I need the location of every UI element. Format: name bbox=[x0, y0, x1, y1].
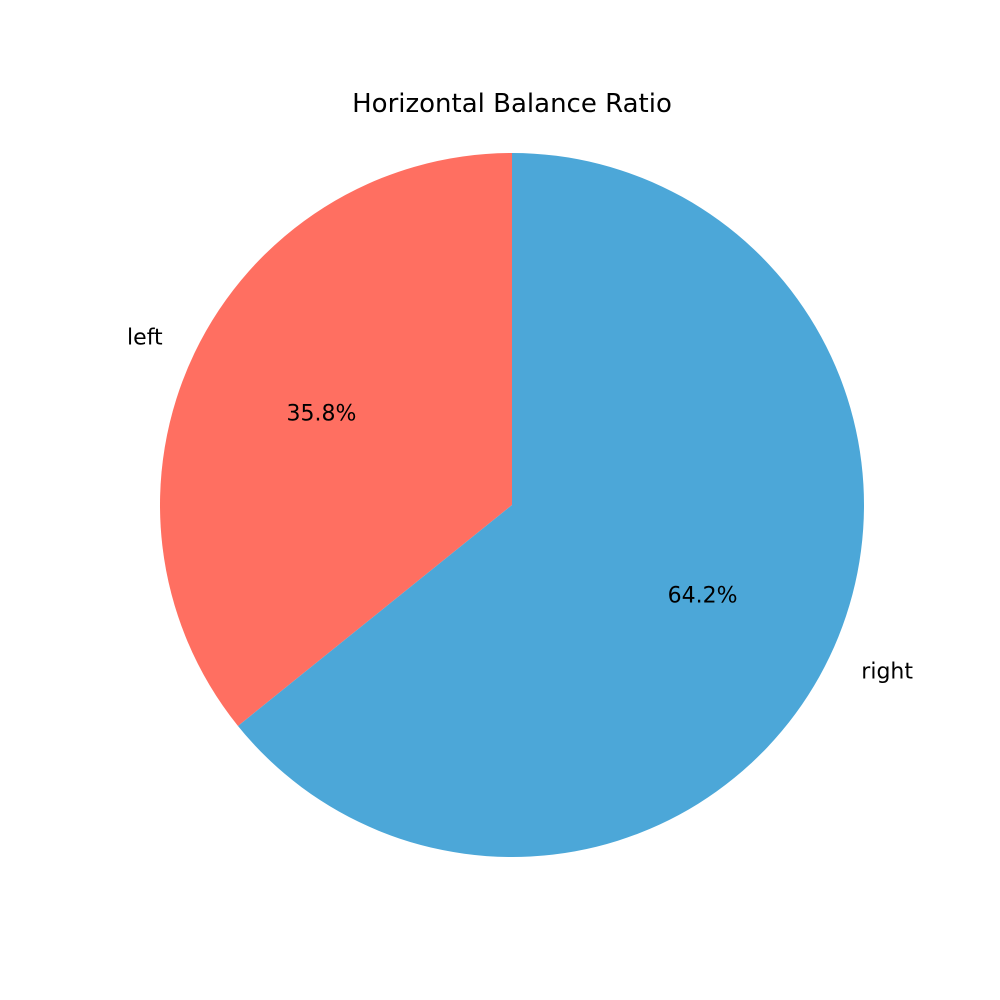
pie-slice-right bbox=[237, 153, 864, 857]
slice-label-right: right bbox=[861, 660, 913, 685]
pie-slices bbox=[159, 153, 864, 857]
slice-pct-left: 35.8% bbox=[287, 401, 357, 426]
pie-slice-left bbox=[159, 153, 512, 726]
pie-labels: left 35.8% right 64.2% bbox=[127, 325, 913, 684]
slice-pct-right: 64.2% bbox=[668, 584, 738, 609]
slice-label-left: left bbox=[127, 325, 163, 350]
chart-title: Horizontal Balance Ratio bbox=[352, 89, 672, 119]
